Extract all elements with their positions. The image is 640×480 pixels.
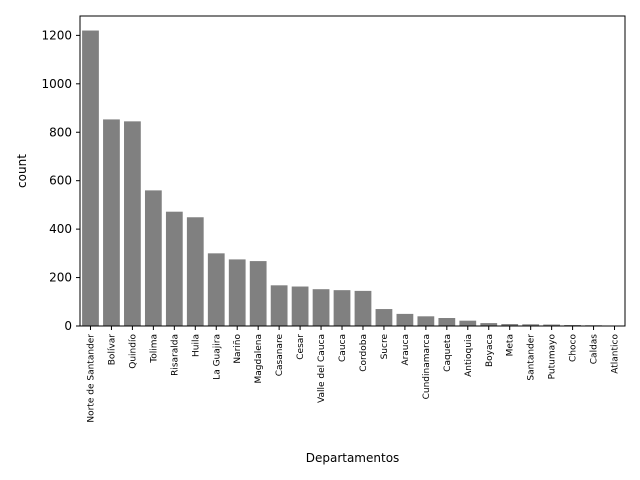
bar bbox=[291, 286, 309, 326]
x-tick-label: Choco bbox=[569, 334, 579, 362]
x-axis-label: Departamentos bbox=[306, 451, 400, 465]
bar bbox=[249, 261, 267, 326]
bar bbox=[228, 259, 246, 326]
y-tick-label: 1000 bbox=[41, 77, 72, 91]
x-tick-label: Norte de Santander bbox=[86, 334, 96, 423]
bar bbox=[396, 313, 414, 326]
x-tick-label: Boyaca bbox=[485, 334, 495, 367]
bar bbox=[438, 318, 456, 326]
y-tick-label: 800 bbox=[49, 125, 72, 139]
x-axis-ticks: Norte de Santander Bolívar Quindío Tolima Ri… bbox=[86, 326, 621, 423]
x-tick-label: Bolívar bbox=[107, 334, 117, 366]
x-tick-label: Cesar bbox=[296, 334, 306, 360]
bars-group bbox=[82, 30, 623, 327]
x-tick-label: Caldas bbox=[590, 334, 600, 365]
bar bbox=[333, 290, 351, 326]
x-tick-label: Cundinamarca bbox=[422, 334, 432, 399]
bar bbox=[165, 211, 183, 326]
bar bbox=[186, 217, 204, 326]
y-tick-label: 400 bbox=[49, 222, 72, 236]
x-tick-label: Tolima bbox=[149, 334, 159, 364]
bar bbox=[270, 285, 288, 326]
x-tick-label: Nariño bbox=[233, 334, 243, 364]
bar bbox=[124, 121, 141, 326]
x-tick-label: Huila bbox=[191, 334, 201, 357]
x-tick-label: Casanare bbox=[275, 334, 285, 377]
x-tick-label: Magdalena bbox=[254, 334, 264, 383]
y-tick-label: 1200 bbox=[41, 28, 72, 42]
x-tick-label: Cauca bbox=[338, 334, 348, 362]
bar bbox=[144, 190, 162, 327]
plot-frame bbox=[79, 15, 626, 327]
x-tick-label: Meta bbox=[506, 334, 516, 356]
x-tick-label: Arauca bbox=[401, 334, 411, 366]
bar bbox=[103, 119, 120, 326]
x-tick-label: Caqueta bbox=[443, 334, 453, 372]
y-tick-label: 600 bbox=[49, 174, 72, 188]
y-axis-label: count bbox=[15, 154, 29, 188]
bar bbox=[543, 324, 561, 326]
x-tick-label: Putumayo bbox=[548, 334, 558, 380]
bar bbox=[82, 30, 99, 327]
x-tick-label: Santander bbox=[527, 334, 537, 381]
bar bbox=[354, 290, 372, 326]
bar bbox=[417, 316, 435, 326]
x-tick-label: Risaralda bbox=[170, 334, 180, 376]
y-tick-label: 200 bbox=[49, 271, 72, 285]
y-tick-label: 0 bbox=[64, 319, 72, 333]
bar bbox=[501, 324, 519, 326]
x-tick-label: Antioquia bbox=[464, 334, 474, 377]
bar bbox=[312, 289, 330, 326]
bar bbox=[207, 253, 225, 326]
bar bbox=[480, 323, 498, 326]
bar bbox=[522, 324, 540, 326]
x-tick-label: Sucre bbox=[380, 334, 390, 360]
bar bbox=[375, 309, 393, 326]
x-tick-label: Cordoba bbox=[359, 334, 369, 372]
x-tick-label: La Guajira bbox=[212, 334, 222, 380]
x-tick-label: Atlantico bbox=[611, 334, 621, 374]
x-tick-label: Valle del Cauca bbox=[317, 334, 327, 403]
bar bbox=[459, 320, 477, 326]
y-axis-ticks: 0 200 400 600 800 1000 1200 bbox=[41, 28, 80, 333]
x-tick-label: Quindío bbox=[128, 334, 138, 369]
